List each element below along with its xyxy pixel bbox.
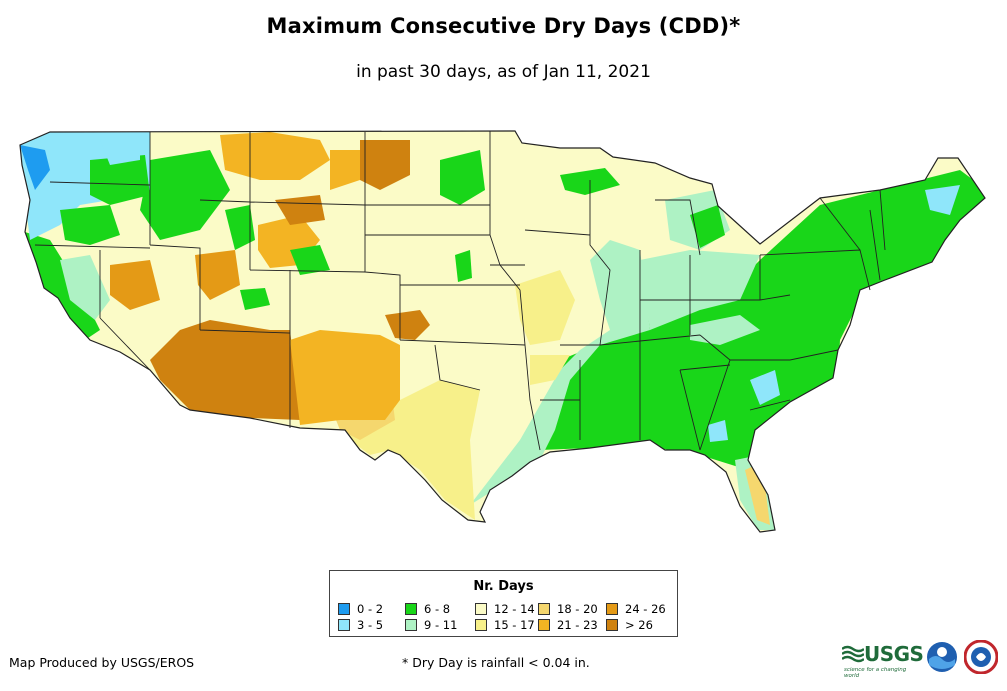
legend-swatch [338,603,350,615]
legend-swatch [606,603,618,615]
legend-item: 3 - 5 [338,618,383,632]
legend-swatch [475,603,487,615]
national-weather-service-logo [964,640,998,674]
legend-item: 0 - 2 [338,602,383,616]
legend-swatch [606,619,618,631]
legend-title: Nr. Days [473,579,534,594]
usgs-wave-icon [842,645,864,663]
noaa-logo [927,642,957,672]
legend-swatch [405,619,417,631]
agency-logos: USGS science for a changing world [842,640,1002,680]
legend-item: 9 - 11 [405,618,457,632]
legend-item: 18 - 20 [538,602,598,616]
map-title: Maximum Consecutive Dry Days (CDD)* [266,14,741,38]
legend-item: 6 - 8 [405,602,450,616]
cdd-us-map [19,130,986,533]
map-credit: Map Produced by USGS/EROS [9,655,195,670]
dry-day-footnote: * Dry Day is rainfall < 0.04 in. [402,655,590,670]
usgs-logo: USGS science for a changing world [842,642,924,679]
legend-item: 12 - 14 [475,602,535,616]
legend: Nr. Days 0 - 2 3 - 5 6 - 8 9 - 11 12 - 1… [329,570,678,637]
legend-item: > 26 [606,618,653,632]
map-subtitle: in past 30 days, as of Jan 11, 2021 [356,62,651,82]
legend-swatch [538,619,550,631]
legend-item: 24 - 26 [606,602,666,616]
legend-item: 21 - 23 [538,618,598,632]
legend-item: 15 - 17 [475,618,535,632]
legend-swatch [475,619,487,631]
state-boundaries [19,130,986,533]
legend-swatch [338,619,350,631]
legend-swatch [538,603,550,615]
legend-swatch [405,603,417,615]
